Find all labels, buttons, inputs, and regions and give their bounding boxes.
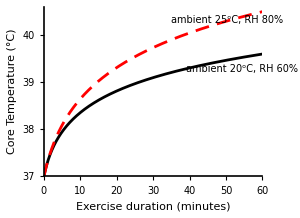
X-axis label: Exercise duration (minutes): Exercise duration (minutes) — [76, 201, 230, 211]
Text: ambient 25ᵒC, RH 80%: ambient 25ᵒC, RH 80% — [171, 15, 284, 26]
Text: ambient 20ᵒC, RH 60%: ambient 20ᵒC, RH 60% — [186, 64, 298, 74]
Y-axis label: Core Temperature (°C): Core Temperature (°C) — [7, 29, 17, 155]
